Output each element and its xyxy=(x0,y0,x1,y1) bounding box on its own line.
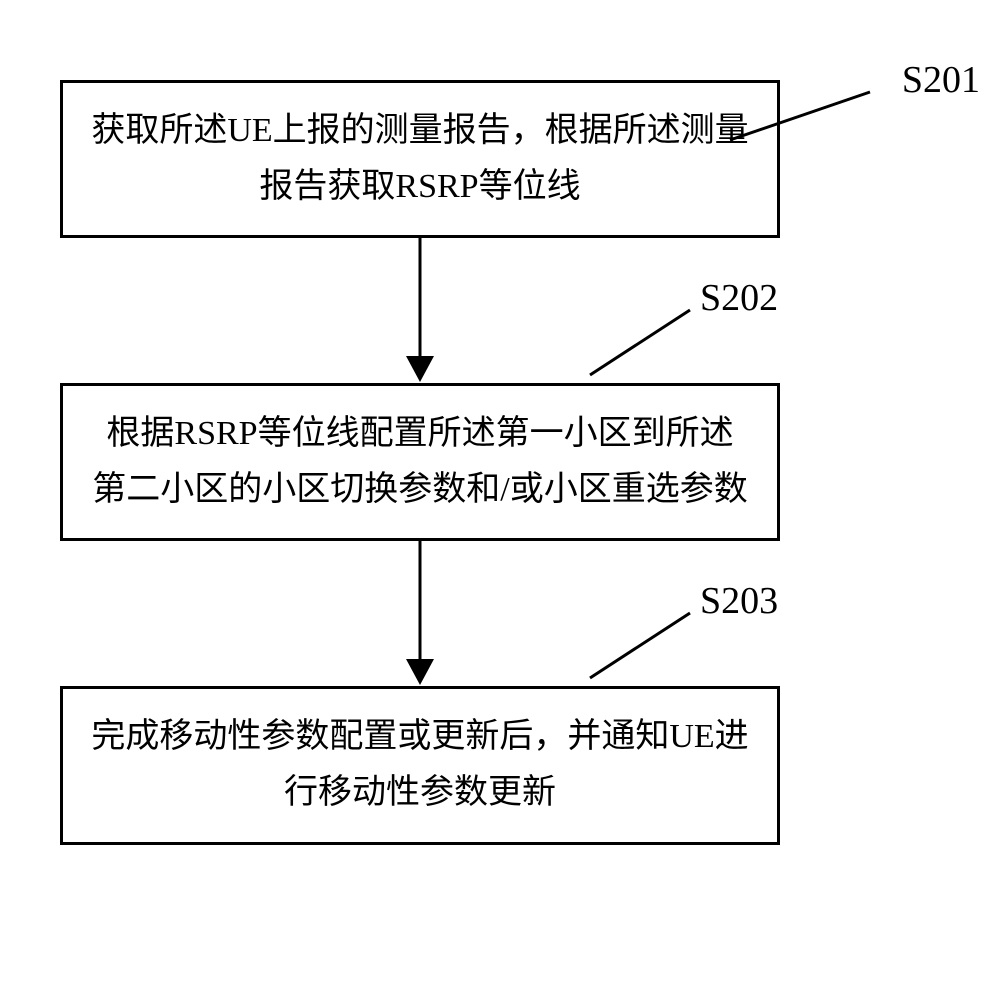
flowchart-container: S201 获取所述UE上报的测量报告，根据所述测量报告获取RSRP等位线 S20… xyxy=(60,25,940,845)
arrow-1: S202 xyxy=(60,238,780,383)
step-box-2: 根据RSRP等位线配置所述第一小区到所述第二小区的小区切换参数和/或小区重选参数 xyxy=(60,383,780,541)
label-connector-2 xyxy=(60,238,940,383)
step-label-2: S202 xyxy=(700,276,778,320)
step-label-1: S201 xyxy=(902,58,980,102)
step-label-3: S203 xyxy=(700,579,778,623)
step-wrapper-1: S201 获取所述UE上报的测量报告，根据所述测量报告获取RSRP等位线 xyxy=(60,80,940,238)
step-box-1: 获取所述UE上报的测量报告，根据所述测量报告获取RSRP等位线 xyxy=(60,80,780,238)
step-box-3: 完成移动性参数配置或更新后，并通知UE进行移动性参数更新 xyxy=(60,686,780,844)
step-wrapper-2: 根据RSRP等位线配置所述第一小区到所述第二小区的小区切换参数和/或小区重选参数 xyxy=(60,383,940,541)
label-connector-3 xyxy=(60,541,940,686)
arrow-2: S203 xyxy=(60,541,780,686)
step-wrapper-3: 完成移动性参数配置或更新后，并通知UE进行移动性参数更新 xyxy=(60,686,940,844)
